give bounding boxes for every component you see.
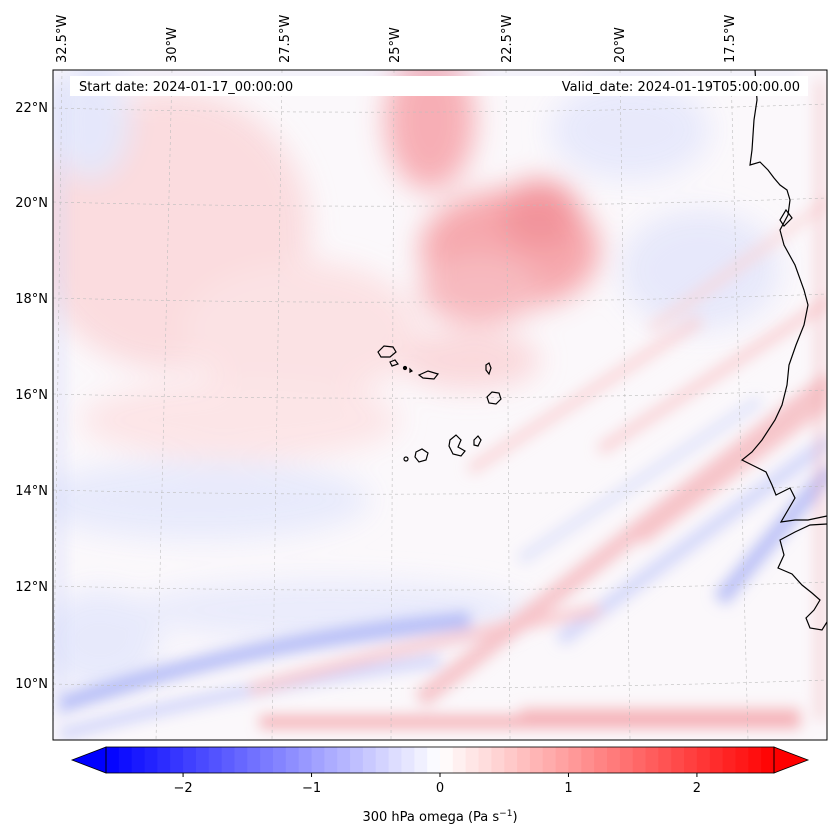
colorbar: −2 −1 0 1 2 300 hPa omega (Pa s−1) (70, 746, 810, 825)
colorbar-bin (195, 747, 210, 773)
lat-label: 22°N (15, 101, 48, 116)
lat-label: 12°N (15, 580, 48, 595)
african-coastline (740, 70, 827, 631)
colorbar-tick-label: 2 (693, 781, 701, 796)
colorbar-min-extend (70, 746, 107, 774)
lon-label: 25°W (388, 27, 403, 63)
colorbar-bin (118, 747, 133, 773)
colorbar-bin (465, 747, 480, 773)
colorbar-bin (298, 747, 313, 773)
colorbar-tick-label: −2 (173, 781, 192, 796)
colorbar-bin (273, 747, 287, 773)
colorbar-bin (748, 747, 762, 773)
colorbar-bin (594, 747, 608, 773)
colorbar-bin (131, 747, 146, 773)
colorbar-tick-label: 0 (436, 781, 444, 796)
lat-label: 16°N (15, 388, 48, 403)
colorbar-bin (504, 747, 518, 773)
colorbar-label: 300 hPa omega (Pa s−1) (362, 809, 517, 825)
map-gridlines (53, 70, 827, 740)
lon-label: 27.5°W (278, 15, 293, 63)
lon-label: 17.5°W (723, 15, 738, 63)
colorbar-bin (324, 747, 338, 773)
colorbar-bin (311, 747, 325, 773)
colorbar-bin (247, 747, 261, 773)
colorbar-bin (761, 747, 775, 773)
colorbar-bin (427, 747, 441, 773)
colorbar-bin (452, 747, 467, 773)
colorbar-bin (221, 747, 236, 773)
colorbar-bin (183, 747, 197, 773)
colorbar-bin (388, 747, 403, 773)
date-header-strip (70, 76, 808, 96)
colorbar-bin (362, 747, 377, 773)
lon-label: 30°W (165, 27, 180, 63)
colorbar-bin (144, 747, 158, 773)
colorbar-bin (285, 747, 300, 773)
omega-field (53, 70, 827, 740)
colorbar-bin (581, 747, 595, 773)
colorbar-bin (619, 747, 634, 773)
lat-label: 14°N (15, 484, 48, 499)
colorbar-bin (491, 747, 505, 773)
colorbar-bin (414, 747, 428, 773)
colorbar-bin (260, 747, 274, 773)
colorbar-tick-label: −1 (302, 781, 321, 796)
colorbar-bin (632, 747, 647, 773)
colorbar-max-extend (773, 746, 810, 774)
lat-label: 18°N (15, 292, 48, 307)
colorbar-tick-label: 1 (564, 781, 572, 796)
latitude-labels: 22°N 20°N 18°N 16°N 14°N 12°N 10°N (15, 101, 48, 692)
colorbar-bin (234, 747, 248, 773)
colorbar-bin (337, 747, 351, 773)
colorbar-bin (722, 747, 737, 773)
map-frame (52, 69, 828, 741)
lon-label: 20°W (613, 27, 628, 63)
colorbar-bin (375, 747, 390, 773)
colorbar-bin (735, 747, 749, 773)
colorbar-bin (696, 747, 711, 773)
colorbar-bin (157, 747, 171, 773)
colorbar-bin (440, 747, 454, 773)
colorbar-bin (478, 747, 492, 773)
lon-label: 22.5°W (500, 15, 515, 63)
colorbar-bin (208, 747, 223, 773)
lat-label: 20°N (15, 196, 48, 211)
colorbar-bin (529, 747, 544, 773)
map-panel: Start date: 2024-01-17_00:00:00 Valid_da… (52, 69, 828, 741)
colorbar-bin (607, 747, 621, 773)
colorbar-ticks (182, 773, 698, 777)
lat-label: 10°N (15, 677, 48, 692)
valid-date-label: Valid_date: 2024-01-19T05:00:00.00 (562, 80, 800, 95)
longitude-labels: 32.5°W 30°W 27.5°W 25°W 22.5°W 20°W 17.5… (55, 15, 738, 63)
colorbar-bin (645, 747, 659, 773)
colorbar-bin (568, 747, 582, 773)
colorbar-bin (658, 747, 672, 773)
colorbar-bin (401, 747, 415, 773)
colorbar-bin (709, 747, 724, 773)
colorbar-bin (555, 747, 570, 773)
colorbar-bin (671, 747, 685, 773)
colorbar-bin (542, 747, 557, 773)
cape-verde-islands (377, 345, 502, 463)
colorbar-bin (106, 747, 120, 773)
colorbar-bin (684, 747, 698, 773)
start-date-label: Start date: 2024-01-17_00:00:00 (79, 80, 293, 95)
colorbar-bins (106, 747, 775, 773)
colorbar-bin (517, 747, 531, 773)
lon-label: 32.5°W (55, 15, 70, 63)
colorbar-bin (170, 747, 184, 773)
colorbar-bin (350, 747, 364, 773)
